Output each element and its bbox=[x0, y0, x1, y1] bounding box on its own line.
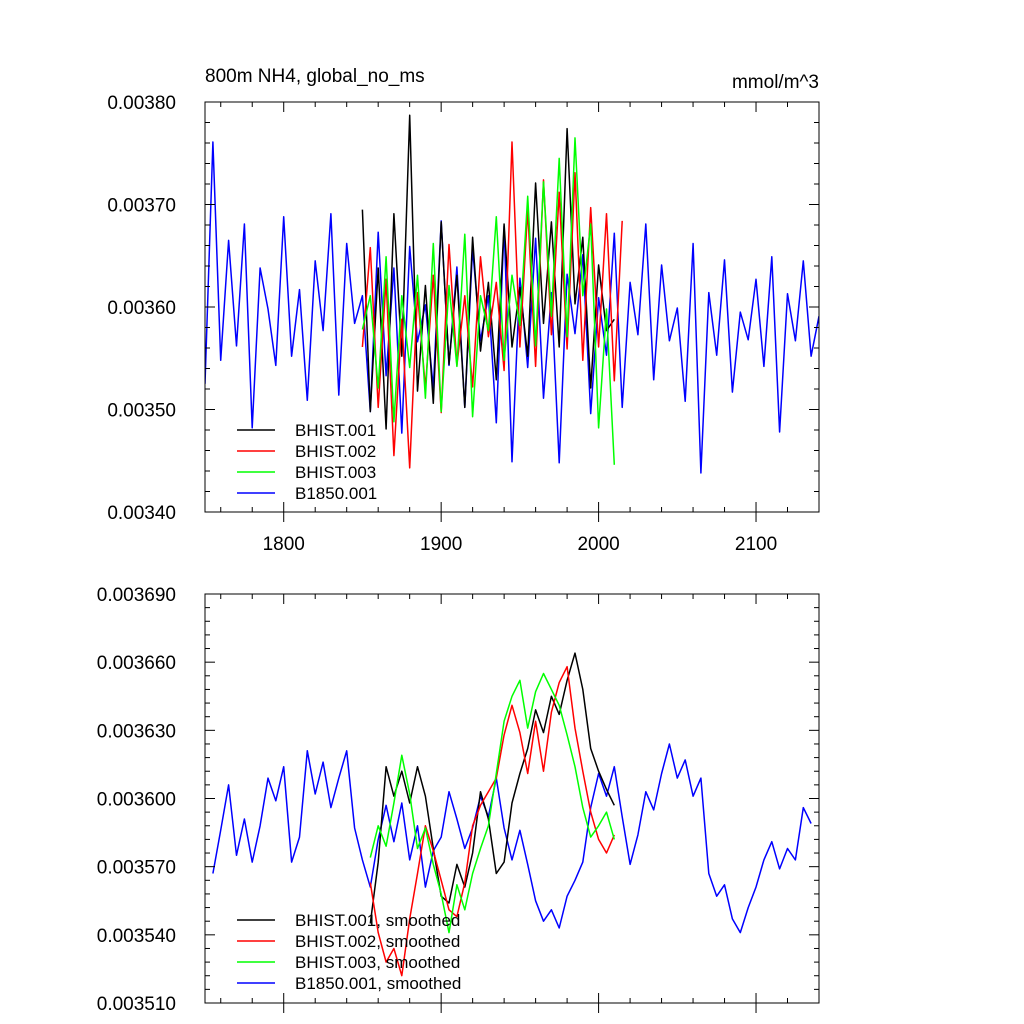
panel-smoothed: 0.003510 0.003540 0.003570 0.003600 0.003630… bbox=[97, 585, 820, 1015]
y-tick-label: 0.003570 bbox=[97, 858, 176, 879]
y-tick-label: 0.003540 bbox=[97, 926, 176, 947]
y-tick-label: 0.003600 bbox=[97, 790, 176, 811]
legend-label: BHIST.003 bbox=[295, 463, 376, 482]
legend-label: B1850.001 bbox=[295, 484, 377, 503]
y-tick-label: 0.003690 bbox=[97, 585, 176, 606]
legend: BHIST.001 BHIST.002 BHIST.003 B1850.001 bbox=[237, 421, 377, 503]
y-tick-label: 0.003510 bbox=[97, 994, 176, 1015]
y-tick-label: 0.00360 bbox=[107, 298, 176, 319]
x-tick-label: 2000 bbox=[577, 534, 619, 555]
series-line-bhist-003 bbox=[361, 137, 616, 465]
series-line-bhist-002 bbox=[361, 141, 623, 469]
y-tick-label: 0.00370 bbox=[107, 196, 176, 217]
chart-title: 800m NH4, global_no_ms bbox=[205, 66, 425, 87]
y-tick-label: 0.00350 bbox=[107, 401, 176, 422]
y-tick-label: 0.00380 bbox=[107, 93, 176, 114]
legend: BHIST.001, smoothed BHIST.002, smoothed BH… bbox=[237, 911, 461, 993]
legend-label: BHIST.001 bbox=[295, 421, 376, 440]
series-line-bhist-001-smoothed bbox=[369, 652, 615, 924]
y-tick-label: 0.003630 bbox=[97, 721, 176, 742]
y-tick-label: 0.003660 bbox=[97, 653, 176, 674]
legend-label: BHIST.002, smoothed bbox=[295, 932, 460, 951]
legend-label: B1850.001, smoothed bbox=[295, 974, 461, 993]
x-tick-label: 1900 bbox=[420, 534, 462, 555]
legend-label: BHIST.001, smoothed bbox=[295, 911, 460, 930]
legend-label: BHIST.003, smoothed bbox=[295, 953, 460, 972]
y-tick-label: 0.00340 bbox=[107, 503, 176, 524]
legend-label: BHIST.002 bbox=[295, 442, 376, 461]
x-tick-label: 2100 bbox=[735, 534, 777, 555]
x-tick-label: 1800 bbox=[263, 534, 305, 555]
series-line-bhist-003-smoothed bbox=[369, 672, 616, 934]
series-line-b1850-001 bbox=[205, 141, 819, 474]
series-line-bhist-002-smoothed bbox=[369, 665, 615, 977]
panel-raw: 1800 1900 2000 2100 0.00340 0.00350 0.00360 0.0… bbox=[107, 93, 820, 555]
units-label: mmol/m^3 bbox=[732, 72, 819, 93]
series-line-b1850-001-smoothed bbox=[212, 743, 812, 934]
